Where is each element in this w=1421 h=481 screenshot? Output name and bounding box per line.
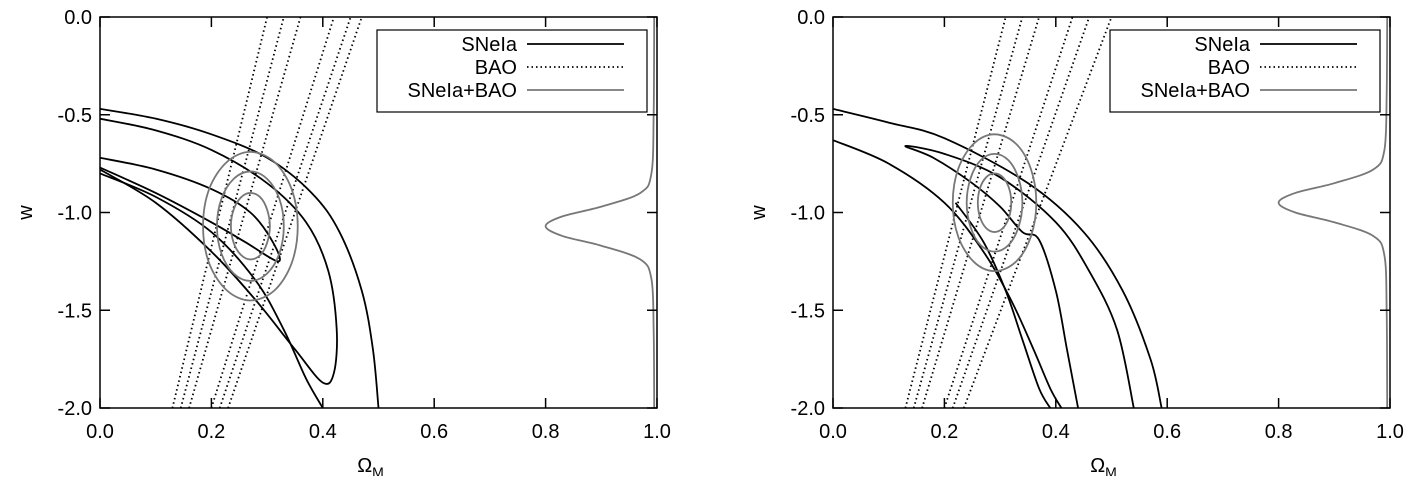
plot-area: [100, 17, 656, 408]
y-tick-label: -1.0: [58, 203, 92, 225]
contour-line: [833, 108, 1163, 408]
contour-line: [965, 152, 1024, 253]
x-tick-label: 0.2: [930, 421, 958, 443]
contour-line: [202, 150, 299, 302]
x-tick-label: 0.8: [1265, 421, 1293, 443]
legend-label: SNeIa: [1194, 34, 1250, 56]
legend-label: SNeIa+BAO: [1140, 80, 1250, 102]
x-tick-label: 0.4: [309, 421, 337, 443]
x-tick-label: 0.6: [1153, 421, 1181, 443]
x-tick-label: 1.0: [1376, 421, 1404, 443]
contour-line: [921, 17, 1074, 408]
contour-line: [171, 17, 363, 408]
y-tick-label: -1.5: [58, 300, 92, 322]
contour-line: [951, 133, 1038, 273]
contour-line: [912, 17, 1091, 408]
plot-area: [833, 17, 1389, 408]
x-axis-label-sub: M: [372, 464, 384, 476]
x-axis-label: ΩM: [357, 455, 384, 476]
y-tick-label: -1.0: [791, 203, 825, 225]
contour-line: [188, 17, 335, 408]
contour-line: [976, 172, 1013, 233]
y-axis-label: w: [748, 205, 770, 221]
x-tick-label: 0.2: [197, 421, 225, 443]
legend-label: BAO: [1208, 57, 1250, 79]
x-axis-label-sub: M: [1105, 464, 1117, 476]
contour-line: [100, 117, 338, 385]
contour-line: [954, 202, 1052, 408]
legend-label: SNeIa: [461, 34, 517, 56]
y-tick-label: -2.0: [791, 398, 825, 420]
contour-line: [904, 145, 1135, 408]
panel: 0.0 0.2 0.4 0.6 0.8 1.00.0-0.5-1.0-1.5-2.0ΩMw…: [748, 7, 1404, 480]
x-tick-label: 0.6: [420, 421, 448, 443]
y-axis-label: w: [15, 205, 37, 221]
profile-line: [544, 17, 656, 408]
x-axis-label: ΩM: [1090, 455, 1117, 476]
y-tick-label: -0.5: [791, 105, 825, 127]
x-tick-label: 0.4: [1042, 421, 1070, 443]
contour-line: [904, 17, 1113, 408]
y-tick-label: 0.0: [797, 7, 825, 29]
contour-line: [179, 17, 352, 408]
y-tick-label: -0.5: [58, 105, 92, 127]
contour-line: [229, 192, 271, 261]
profile-line: [1277, 17, 1389, 408]
contour-line: [216, 170, 285, 282]
y-tick-label: 0.0: [64, 7, 92, 29]
x-axis-label-main: Ω: [357, 455, 372, 476]
panel: 0.0 0.2 0.4 0.6 0.8 1.00.0-0.5-1.0-1.5-2.0ΩMw…: [15, 7, 671, 480]
x-axis-label-main: Ω: [1090, 455, 1105, 476]
x-tick-label: 0.0: [86, 421, 114, 443]
x-tick-label: 0.0: [819, 421, 847, 443]
legend-label: BAO: [475, 57, 517, 79]
y-tick-label: -2.0: [58, 398, 92, 420]
x-tick-label: 0.8: [532, 421, 560, 443]
y-tick-label: -1.5: [791, 300, 825, 322]
x-tick-label: 1.0: [643, 421, 671, 443]
legend-label: SNeIa+BAO: [407, 80, 517, 102]
